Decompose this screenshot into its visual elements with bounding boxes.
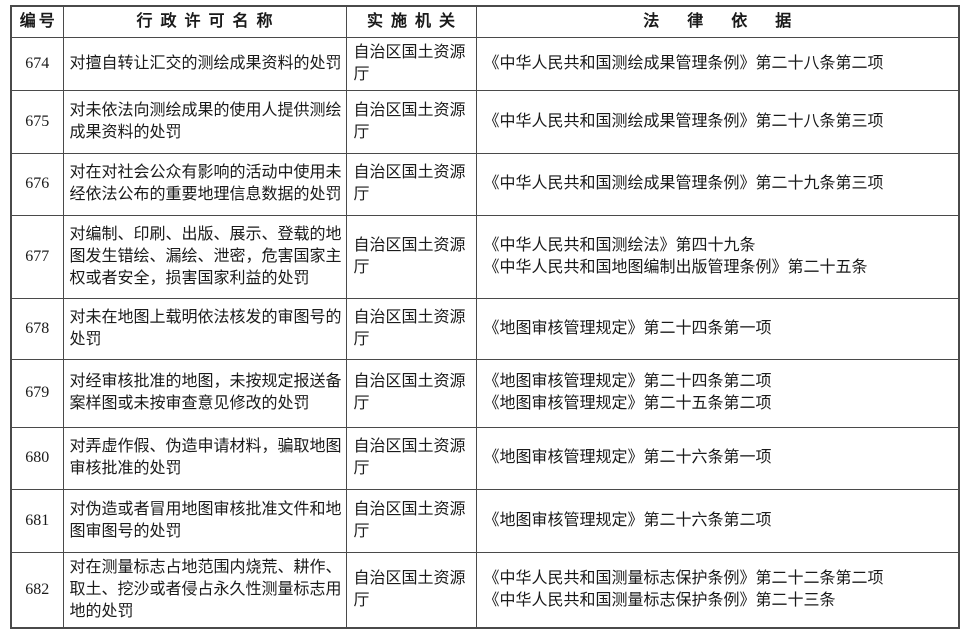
permit-name-cell: 对未依法向测绘成果的使用人提供测绘成果资料的处罚 bbox=[62, 89, 347, 154]
legal-basis-line: 《地图审核管理规定》第二十六条第二项 bbox=[483, 511, 772, 529]
agency-cell: 自治区国土资源厅 bbox=[345, 214, 477, 299]
table-row: 677 对编制、印刷、出版、展示、登载的地图发生错绘、漏绘、泄密，危害国家主权或者… bbox=[10, 214, 960, 299]
table-row: 681 对伪造或者冒用地图审核批准文件和地图审图号的处罚 自治区国土资源厅 《地图审核… bbox=[10, 488, 960, 553]
legal-basis-cell: 《地图审核管理规定》第二十六条第一项 bbox=[475, 426, 960, 490]
agency-cell: 自治区国土资源厅 bbox=[345, 89, 477, 154]
legal-basis-line: 《地图审核管理规定》第二十四条第二项 bbox=[483, 373, 772, 390]
agency-cell: 自治区国土资源厅 bbox=[345, 426, 477, 490]
col-header-agency: 实施机关 bbox=[345, 5, 477, 38]
legal-basis-line: 《地图审核管理规定》第二十五条第二项 bbox=[483, 395, 772, 412]
agency-cell: 自治区国土资源厅 bbox=[345, 358, 477, 428]
table-header-row: 编号 行政许可名称 实施机关 法律依据 bbox=[10, 5, 960, 38]
agency-cell: 自治区国土资源厅 bbox=[345, 297, 477, 360]
legal-basis-cell: 《地图审核管理规定》第二十六条第二项 bbox=[475, 488, 960, 553]
legal-basis-cell: 《中华人民共和国测绘法》第四十九条《中华人民共和国地图编制出版管理条例》第二十五… bbox=[475, 214, 960, 299]
permit-name-cell: 对弄虚作假、伪造申请材料，骗取地图审核批准的处罚 bbox=[62, 426, 347, 490]
legal-basis-cell: 《中华人民共和国测绘成果管理条例》第二十八条第三项 bbox=[475, 89, 960, 154]
row-number-cell: 675 bbox=[10, 89, 64, 154]
row-number-cell: 680 bbox=[10, 426, 64, 490]
row-number-cell: 676 bbox=[10, 152, 64, 216]
legal-basis-line: 《中华人民共和国测量标志保护条例》第二十三条 bbox=[483, 591, 836, 609]
agency-cell: 自治区国土资源厅 bbox=[345, 36, 477, 91]
col-header-number: 编号 bbox=[10, 5, 64, 38]
table-row: 678 对未在地图上载明依法核发的审图号的处罚 自治区国土资源厅 《地图审核管理规定》… bbox=[10, 297, 960, 360]
permit-name-cell: 对伪造或者冒用地图审核批准文件和地图审图号的处罚 bbox=[62, 488, 347, 553]
row-number-cell: 682 bbox=[10, 551, 64, 628]
legal-basis-line: 《中华人民共和国测绘成果管理条例》第二十八条第三项 bbox=[483, 112, 884, 130]
legal-basis-line: 《中华人民共和国测量标志保护条例》第二十二条第二项 bbox=[483, 569, 884, 587]
administrative-permits-table: 编号 行政许可名称 实施机关 法律依据 674 对擅自转让汇交的测绘成果资料的处罚… bbox=[10, 5, 960, 629]
legal-basis-line: 《中华人民共和国测绘成果管理条例》第二十九条第三项 bbox=[483, 175, 884, 192]
agency-cell: 自治区国土资源厅 bbox=[345, 488, 477, 553]
permit-name-cell: 对在对社会公众有影响的活动中使用未经依法公布的重要地理信息数据的处罚 bbox=[62, 152, 347, 216]
legal-basis-cell: 《地图审核管理规定》第二十四条第二项 《地图审核管理规定》第二十五条第二项 bbox=[475, 358, 960, 428]
col-header-legal-basis: 法律依据 bbox=[475, 5, 960, 38]
permit-name-cell: 对在测量标志占地范围内烧荒、耕作、取土、挖沙或者侵占永久性测量标志用地的处罚 bbox=[62, 551, 347, 628]
table-row: 674 对擅自转让汇交的测绘成果资料的处罚 自治区国土资源厅 《中华人民共和国测绘成果… bbox=[10, 36, 960, 91]
permit-name-cell: 对擅自转让汇交的测绘成果资料的处罚 bbox=[62, 36, 347, 91]
legal-basis-cell: 《中华人民共和国测量标志保护条例》第二十二条第二项 《中华人民共和国测量标志保护条… bbox=[475, 551, 960, 628]
row-number-cell: 674 bbox=[10, 36, 64, 91]
permit-name-cell: 对经审核批准的地图，未按规定报送备案样图或未按审查意见修改的处罚 bbox=[62, 358, 347, 428]
row-number-cell: 677 bbox=[10, 214, 64, 299]
legal-basis-cell: 《中华人民共和国测绘成果管理条例》第二十九条第三项 bbox=[475, 152, 960, 216]
legal-basis-line: 《地图审核管理规定》第二十四条第一项 bbox=[483, 319, 772, 337]
table-row: 679 对经审核批准的地图，未按规定报送备案样图或未按审查意见修改的处罚 自治区国土… bbox=[10, 358, 960, 428]
col-header-permit-name: 行政许可名称 bbox=[62, 5, 347, 38]
row-number-cell: 681 bbox=[10, 488, 64, 553]
agency-cell: 自治区国土资源厅 bbox=[345, 152, 477, 216]
permit-name-cell: 对编制、印刷、出版、展示、登载的地图发生错绘、漏绘、泄密，危害国家主权或者安全，… bbox=[62, 214, 347, 299]
agency-cell: 自治区国土资源厅 bbox=[345, 551, 477, 628]
row-number-cell: 679 bbox=[10, 358, 64, 428]
row-number-cell: 678 bbox=[10, 297, 64, 360]
legal-basis-line: 《中华人民共和国测绘法》第四十九条 bbox=[483, 236, 756, 254]
legal-basis-cell: 《中华人民共和国测绘成果管理条例》第二十八条第二项 bbox=[475, 36, 960, 91]
legal-basis-cell: 《地图审核管理规定》第二十四条第一项 bbox=[475, 297, 960, 360]
table-row: 682 对在测量标志占地范围内烧荒、耕作、取土、挖沙或者侵占永久性测量标志用地的处… bbox=[10, 551, 960, 628]
legal-basis-line: 《地图审核管理规定》第二十六条第一项 bbox=[483, 449, 772, 466]
table-body: 674 对擅自转让汇交的测绘成果资料的处罚 自治区国土资源厅 《中华人民共和国测绘成果… bbox=[10, 36, 960, 628]
table-row: 680 对弄虚作假、伪造申请材料，骗取地图审核批准的处罚 自治区国土资源厅 《地图审核… bbox=[10, 426, 960, 490]
table-row: 675 对未依法向测绘成果的使用人提供测绘成果资料的处罚 自治区国土资源厅 《中华人民… bbox=[10, 89, 960, 154]
legal-basis-line: 《中华人民共和国测绘成果管理条例》第二十八条第二项 bbox=[483, 54, 884, 72]
legal-basis-line: 《中华人民共和国地图编制出版管理条例》第二十五条 bbox=[483, 258, 868, 276]
table-row: 676 对在对社会公众有影响的活动中使用未经依法公布的重要地理信息数据的处罚 自治区… bbox=[10, 152, 960, 216]
permit-name-cell: 对未在地图上载明依法核发的审图号的处罚 bbox=[62, 297, 347, 360]
